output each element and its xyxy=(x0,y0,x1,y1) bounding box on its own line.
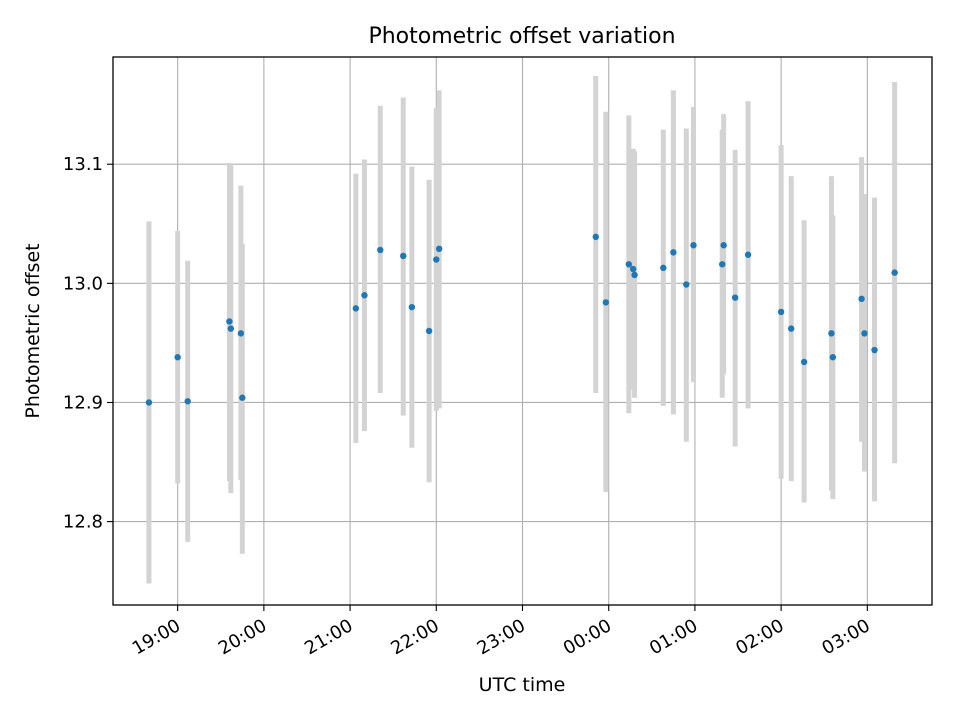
data-point xyxy=(683,281,690,288)
data-point xyxy=(858,295,865,303)
data-point xyxy=(731,294,739,301)
data-point xyxy=(352,305,360,312)
data-point xyxy=(174,354,181,361)
chart-title: Photometric offset variation xyxy=(368,24,675,49)
data-point xyxy=(829,354,837,361)
data-point xyxy=(227,325,235,332)
data-point xyxy=(425,327,433,335)
y-tick-label: 13.1 xyxy=(63,154,103,175)
data-point xyxy=(861,330,868,337)
data-point xyxy=(377,246,384,254)
data-point xyxy=(720,242,727,249)
data-point xyxy=(625,261,633,268)
grid xyxy=(113,57,932,605)
data-point xyxy=(744,251,752,258)
data-point xyxy=(631,271,638,279)
data-point xyxy=(719,261,726,268)
y-tick-label: 12.9 xyxy=(63,392,103,413)
data-point xyxy=(660,264,667,272)
data-point xyxy=(828,330,835,337)
data-point xyxy=(891,269,898,276)
data-point xyxy=(145,399,153,406)
data-point xyxy=(670,249,677,256)
data-point xyxy=(602,299,610,306)
data-point xyxy=(629,265,637,273)
data-points xyxy=(145,233,898,406)
data-point xyxy=(871,346,878,354)
y-tick-label: 13.0 xyxy=(63,273,103,294)
data-point xyxy=(408,303,416,311)
data-point xyxy=(237,330,245,337)
data-point xyxy=(239,394,246,401)
data-point xyxy=(184,398,191,405)
x-axis-title: UTC time xyxy=(479,674,566,696)
y-axis-ticks: 12.8 12.9 13.0 13.1 xyxy=(63,154,113,533)
data-point xyxy=(690,242,697,249)
data-point xyxy=(433,256,440,263)
data-point xyxy=(787,325,795,332)
y-axis-title: Photometric offset xyxy=(22,243,44,418)
data-point xyxy=(226,318,233,325)
data-point xyxy=(435,245,443,252)
data-point xyxy=(777,308,785,316)
data-point xyxy=(592,233,599,241)
data-point xyxy=(800,358,808,366)
data-point xyxy=(361,292,368,299)
y-tick-label: 12.8 xyxy=(63,512,103,533)
data-point xyxy=(400,252,407,260)
